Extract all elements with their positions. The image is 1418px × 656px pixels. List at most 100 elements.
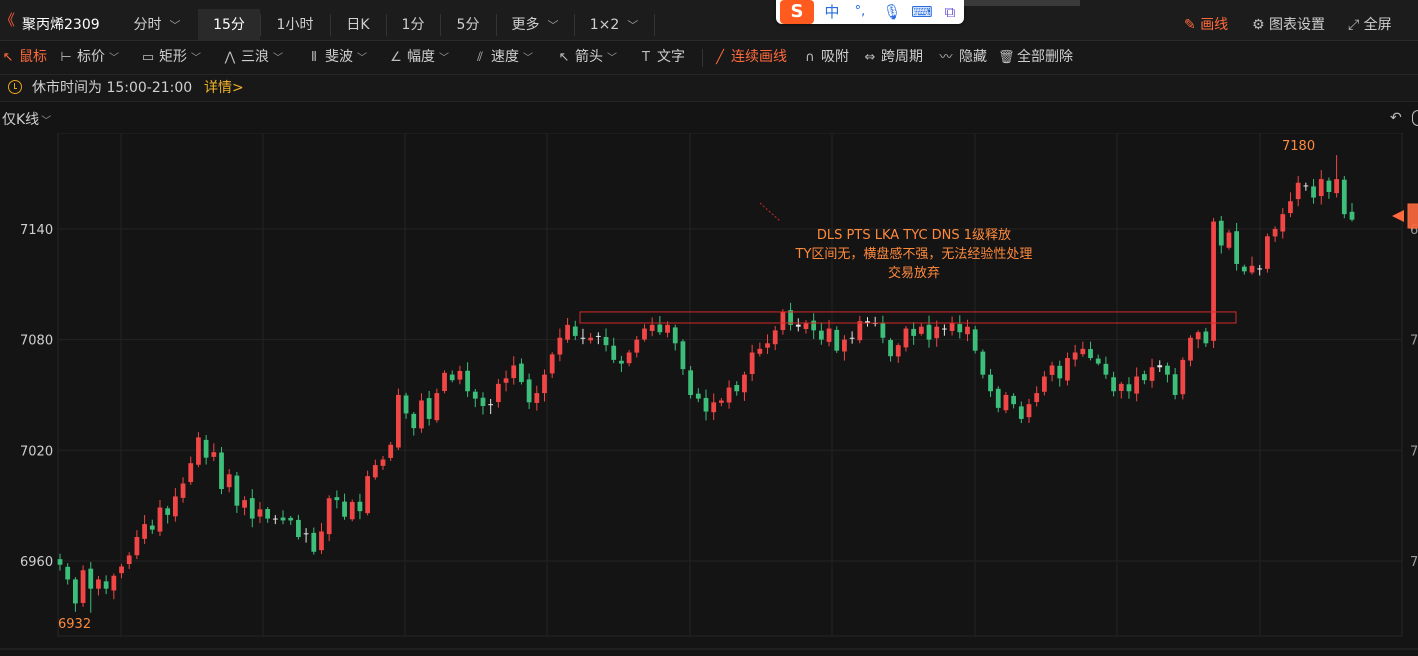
tool-arrow[interactable]: ↖ 箭头 ﹀ (556, 41, 617, 74)
candle-body (142, 524, 147, 539)
candle-body (203, 439, 209, 458)
last-price-marker-icon (1392, 210, 1404, 222)
last-price-tag (1407, 203, 1418, 229)
candle-body (1326, 180, 1332, 192)
tab-8[interactable]: 1×2 ﹀ (574, 9, 654, 41)
candle-body (196, 437, 201, 465)
snap-toggle[interactable]: ∩ 吸附 (802, 41, 849, 74)
indicator-filter-label: 仅K线 (2, 112, 40, 128)
tab-label: 1分 (401, 17, 425, 33)
candle-body (634, 339, 640, 353)
tool-text[interactable]: T 文字 (638, 41, 685, 74)
candle-body (272, 518, 278, 520)
candle-body (619, 360, 624, 364)
candle-body (1080, 348, 1086, 355)
tab-divider (260, 14, 261, 36)
candle-body (842, 339, 847, 352)
fullscreen-button[interactable]: ⤢ 全屏 (1348, 13, 1392, 37)
toolbox-icon[interactable]: ⧉ (944, 3, 956, 21)
hide-drawings-toggle[interactable]: 〰隐藏 (936, 41, 987, 74)
indicator-filter-dropdown[interactable]: 仅K线 ﹀ (2, 109, 51, 129)
candle-body (626, 352, 632, 364)
ime-punctuation-toggle[interactable]: °, (854, 4, 866, 19)
candle-body (319, 531, 324, 551)
candle-body (419, 400, 424, 429)
notice-details-link[interactable]: 详情> (204, 80, 244, 96)
cross-period-toggle[interactable]: ⇔ 跨周期 (862, 41, 923, 74)
tool-price-tag[interactable]: ⊢ 标价 ﹀ (58, 41, 119, 74)
candle-body (980, 351, 986, 375)
gear-icon: ⚙ (1252, 17, 1265, 33)
candle-body (211, 452, 217, 457)
candle-body (965, 326, 970, 335)
tool-speed[interactable]: ⫽ 速度 ﹀ (472, 41, 533, 74)
tab-divider (440, 14, 441, 36)
keyboard-icon[interactable]: ⌨ (911, 3, 933, 21)
candle-body (226, 474, 232, 488)
candle-body (1026, 404, 1032, 418)
ime-toolbar[interactable]: S 中 °, 🎙 ⌨ ⧉ (776, 0, 964, 24)
tab-6[interactable]: 5分 (440, 9, 496, 41)
candle-body (1165, 365, 1170, 375)
microphone-icon[interactable]: 🎙 (882, 3, 902, 21)
symbol-tab[interactable]: 聚丙烯2309 (22, 17, 100, 33)
candle-body (680, 341, 686, 370)
annotation-line: DLS PTS LKA TYC DNS 1级释放 (817, 228, 1011, 243)
draw-button[interactable]: ✎ 画线 (1184, 13, 1228, 37)
tool-cursor[interactable]: ↖ 鼠标 (0, 41, 47, 74)
candlestick-chart[interactable]: DLS PTS LKA TYC DNS 1级释放 TY区间无，横盘感不强，无法经验… (0, 133, 1418, 656)
chevron-down-icon: ﹀ (109, 53, 119, 64)
candle-body (949, 322, 955, 331)
chevron-down-icon: ﹀ (547, 19, 559, 32)
tool-range[interactable]: ∠ 幅度 ﹀ (388, 41, 449, 74)
candle-body (1311, 186, 1316, 198)
candle-body (511, 365, 517, 379)
chevron-down-icon: ﹀ (627, 19, 639, 32)
delete-all-button[interactable]: 🗑 全部删除 (998, 41, 1073, 74)
candle-body (749, 352, 755, 374)
chart-settings-button[interactable]: ⚙ 图表设置 (1252, 13, 1325, 37)
range-box-drawing (579, 311, 1237, 324)
candle-body (280, 517, 286, 521)
y-tick-label-right: 7 (1410, 555, 1418, 570)
tool-wave[interactable]: ⋀ 三浪 ﹀ (222, 41, 283, 74)
ime-mode-toggle[interactable]: 中 (824, 3, 840, 21)
candle-body (772, 330, 778, 345)
tab-divider (386, 14, 387, 36)
tool-fibonacci[interactable]: ⦀ 斐波 ﹀ (306, 41, 367, 74)
candle-body (1141, 374, 1147, 381)
back-arrow-icon[interactable]: 《 (0, 11, 16, 29)
tab-7[interactable]: 更多 ﹀ (496, 9, 574, 41)
y-tick-label-right: 7 (1410, 444, 1418, 459)
tab-4[interactable]: 日K (330, 9, 386, 41)
candle-body (895, 345, 901, 357)
chevron-down-icon: ﹀ (169, 19, 181, 32)
candle-body (1126, 384, 1132, 392)
candle-body (734, 384, 740, 392)
tab-label: 1小时 (276, 17, 314, 33)
candle-body (395, 394, 401, 448)
continuous-line-toggle[interactable]: ╱ 连续画线 (712, 41, 787, 74)
candle-body (972, 329, 978, 351)
tool-rectangle[interactable]: ▭ 矩形 ﹀ (140, 41, 201, 74)
tab-3[interactable]: 1小时 (260, 9, 330, 41)
undo-icon[interactable]: ↶ (1390, 110, 1402, 126)
draw-label: 画线 (1200, 17, 1229, 33)
candle-body (595, 335, 601, 337)
tab-1[interactable]: 分时 ﹀ (116, 9, 198, 41)
candle-body (303, 533, 309, 535)
candle-body (580, 337, 586, 339)
candle-body (188, 463, 194, 483)
candle-body (826, 328, 832, 342)
sogou-logo-icon[interactable]: S (780, 0, 814, 24)
y-tick-label-right: 7 (1410, 334, 1418, 349)
candle-body (1349, 211, 1355, 220)
magnet-icon: ∩ (805, 50, 815, 65)
tab-5[interactable]: 1分 (386, 9, 440, 41)
tab-2[interactable]: 15分 (198, 9, 260, 41)
redo-icon[interactable] (1412, 110, 1418, 126)
chart-grid (0, 133, 1418, 650)
candle-body (119, 566, 124, 574)
candle-body (857, 321, 863, 341)
candle-body (257, 509, 263, 517)
